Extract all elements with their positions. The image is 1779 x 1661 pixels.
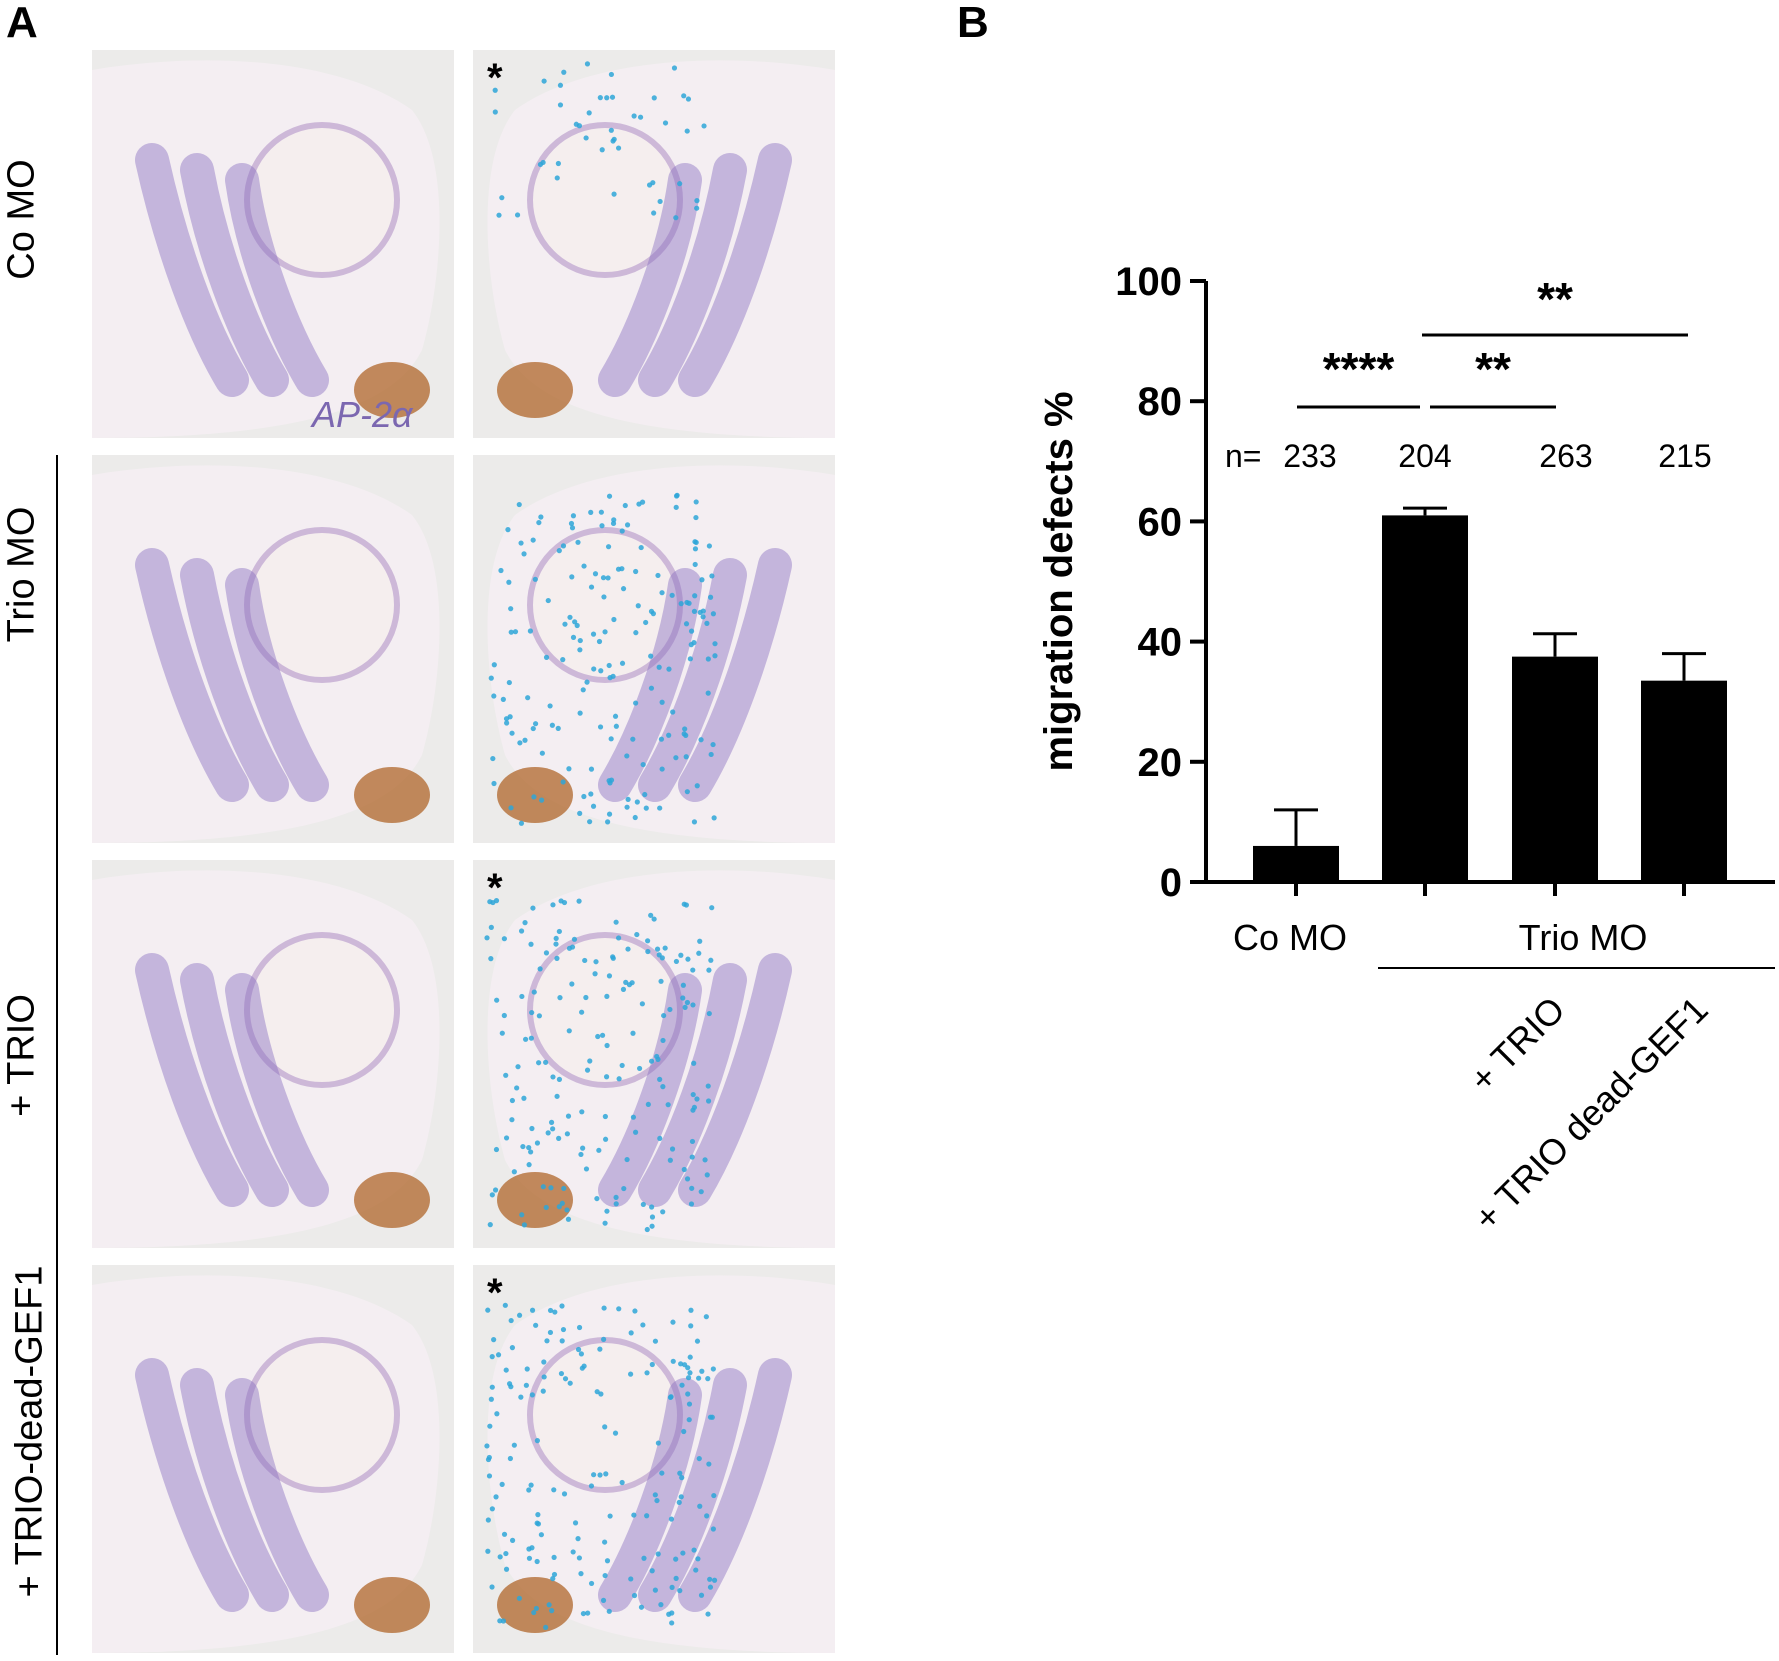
y-axis-label: migration defects % xyxy=(1037,391,1081,771)
x-group-label-trio-mo: Trio MO xyxy=(1519,917,1648,958)
n-value-label: 263 xyxy=(1539,438,1592,474)
bar-4 xyxy=(1641,680,1727,882)
asterisk-marker: * xyxy=(487,1271,503,1315)
y-tick-label: 40 xyxy=(1138,621,1183,665)
n-prefix-label: n= xyxy=(1225,438,1261,474)
ap2a-marker-label: AP-2α xyxy=(312,394,413,435)
embryo-image-2-right xyxy=(473,455,835,843)
embryo-image-2-left xyxy=(92,455,454,843)
x-group-label-co-mo: Co MO xyxy=(1233,917,1347,958)
n-value-label: 233 xyxy=(1283,438,1336,474)
n-value-label: 215 xyxy=(1658,438,1711,474)
bar-1 xyxy=(1253,845,1339,882)
panel-a-letter: A xyxy=(6,0,38,47)
significance-label: ** xyxy=(1537,273,1573,325)
x-label-plus-trio: + TRIO xyxy=(1461,989,1572,1100)
embryo-image-1-left xyxy=(92,50,454,438)
asterisk-marker: * xyxy=(487,866,503,910)
row-label-trio-mo: Trio MO xyxy=(0,506,43,643)
x-label-plus-trio-dead-gef1: + TRIO dead-GEF1 xyxy=(1466,989,1716,1239)
y-tick-label: 0 xyxy=(1160,861,1182,905)
trio-group-bracket xyxy=(56,455,58,1655)
asterisk-marker: * xyxy=(487,56,503,100)
significance-label: **** xyxy=(1323,343,1395,395)
embryo-image-4-left xyxy=(92,1265,454,1653)
embryo-image-3-left xyxy=(92,860,454,1248)
significance-label: ** xyxy=(1475,343,1511,395)
bar-3 xyxy=(1512,656,1598,882)
row-label-co-mo: Co MO xyxy=(0,159,43,280)
row-label-plus-trio-dead-gef1: + TRIO-dead-GEF1 xyxy=(8,1265,51,1598)
embryo-image-1-right xyxy=(473,50,835,438)
n-value-label: 204 xyxy=(1398,438,1451,474)
embryo-image-4-right xyxy=(473,1265,835,1653)
embryo-image-3-right xyxy=(473,860,835,1248)
y-tick-label: 20 xyxy=(1138,741,1183,785)
row-label-plus-trio: + TRIO xyxy=(0,994,43,1117)
y-tick-label: 60 xyxy=(1138,500,1183,544)
y-tick-label: 100 xyxy=(1115,260,1182,304)
y-tick-label: 80 xyxy=(1138,380,1183,424)
panel-b-letter: B xyxy=(957,0,989,47)
bar-2 xyxy=(1382,515,1468,882)
